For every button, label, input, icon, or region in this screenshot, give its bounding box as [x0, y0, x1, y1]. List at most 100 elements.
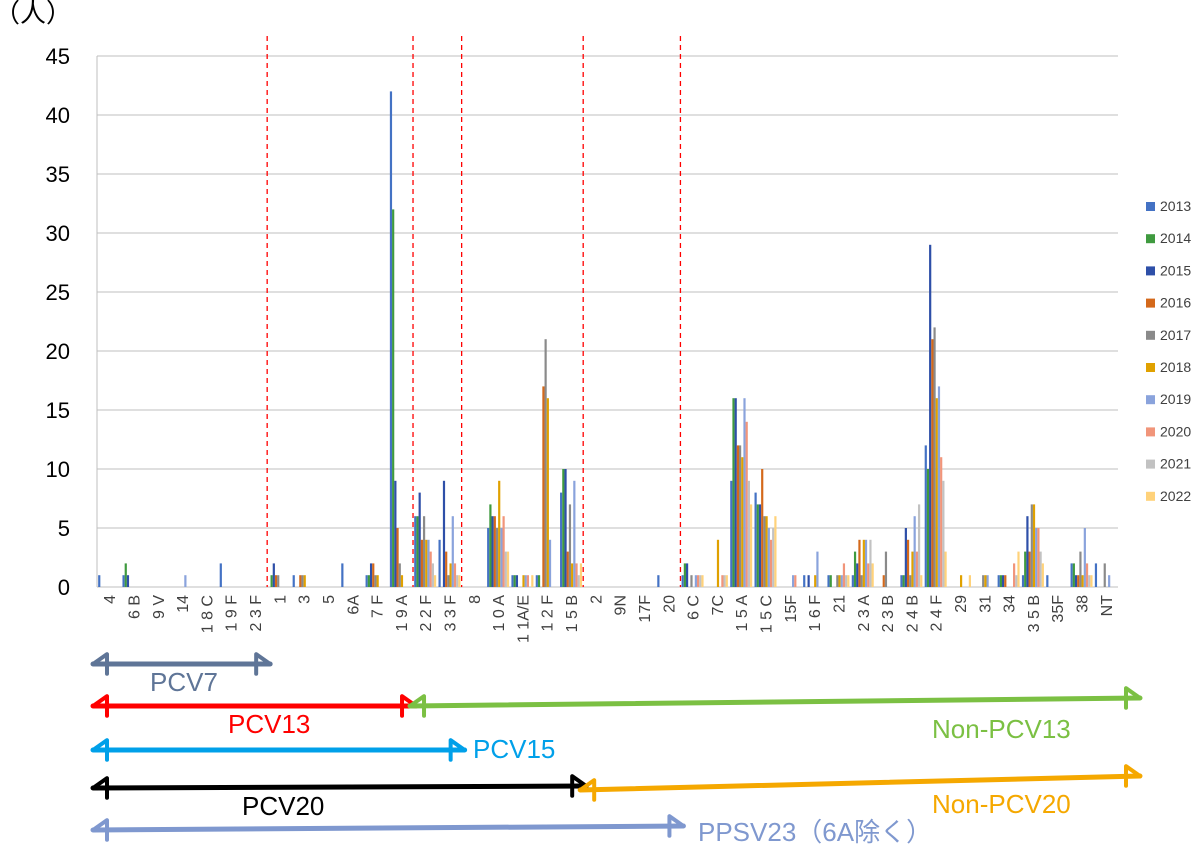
bar-2013-3: [292, 575, 295, 587]
legend-label: 2022: [1160, 488, 1191, 504]
arrow-head: [578, 778, 597, 802]
bar-2016-35B: [1028, 551, 1031, 587]
bar-2021-15A: [747, 480, 750, 587]
bar-2022-15B: [579, 563, 583, 587]
bar-2021-15B: [577, 575, 580, 587]
bar-2022-23A: [871, 563, 874, 587]
bar-2014-35B: [1024, 551, 1027, 587]
bar-2013-11A/E: [511, 575, 514, 587]
bar-2015-10A: [491, 516, 494, 587]
bar-2013-19A: [389, 91, 393, 588]
bar-2015-24B: [904, 528, 907, 587]
bar-2019-24B: [913, 516, 916, 587]
arrow-head: [254, 652, 273, 676]
bar-2017-10A: [495, 528, 499, 587]
bar-2013-19F: [219, 563, 222, 587]
bar-2015-38: [1074, 575, 1078, 587]
bar-2018-15B: [571, 563, 574, 587]
coverage-arrow-line: [577, 773, 1143, 793]
bar-2021-23A: [869, 539, 872, 587]
x-tick-label: 4: [102, 595, 119, 604]
bar-2013-4: [98, 575, 101, 587]
bar-2022-21: [847, 575, 850, 587]
bar-2022-7C: [725, 575, 728, 587]
bar-2020-23A: [867, 563, 870, 587]
bar-2019-16F: [816, 551, 819, 587]
bar-2020-33F: [453, 563, 457, 587]
bar-2016-3: [299, 575, 302, 587]
bar-2019-23A: [864, 539, 868, 587]
coverage-label-non-pcv13: Non-PCV13: [932, 714, 1071, 744]
bar-2021-21: [845, 575, 848, 587]
bar-2017-22F: [422, 516, 426, 587]
bar-2015-24F: [929, 244, 932, 588]
bar-2017-15A: [739, 445, 742, 587]
bar-2016-24B: [906, 539, 910, 587]
bar-2022-35B: [1041, 563, 1044, 587]
bar-2013-24F: [924, 445, 927, 587]
bar-2019-12F: [548, 539, 552, 587]
bar-2017-3: [301, 575, 304, 587]
bar-2019-33F: [451, 516, 454, 587]
x-tick-label: 5: [321, 595, 338, 604]
bar-2022-6C: [701, 575, 704, 587]
y-tick-label: 0: [58, 575, 70, 600]
legend-label: 2019: [1160, 391, 1191, 407]
bar-2013-38: [1070, 563, 1073, 587]
bar-2018-15C: [765, 516, 768, 587]
bar-2018-19A: [400, 575, 404, 587]
coverage-label-pcv13: PCV13: [228, 709, 311, 739]
arrow-head: [91, 738, 109, 762]
bar-2020-22F: [429, 551, 432, 587]
x-tick-label: 3: [297, 595, 314, 604]
legend-label: 2013: [1160, 198, 1191, 214]
bar-2021-7C: [723, 575, 726, 587]
legend-swatch: [1146, 491, 1155, 501]
legend-label: 2016: [1160, 295, 1191, 311]
bar-2019-10A: [500, 528, 503, 587]
bar-2015-15C: [758, 504, 762, 587]
y-tick-label: 40: [46, 103, 70, 128]
bar-2017-21: [836, 575, 839, 587]
x-tick-label: NT: [1099, 595, 1116, 617]
bar-2017-6C: [690, 575, 693, 587]
bar-2016-22F: [420, 539, 423, 587]
bar-2021-22F: [431, 563, 434, 587]
legend-swatch: [1146, 427, 1155, 437]
x-tick-label: 2 3 B: [880, 595, 897, 632]
legend: 2013 2014 2015 2016 2017 2018 2019 2020 2021 2022: [1146, 198, 1191, 504]
bar-2015-19A: [394, 480, 397, 587]
bar-2015-15B: [564, 469, 567, 587]
bar-2016-24F: [931, 339, 934, 587]
bar-2020-35B: [1037, 528, 1040, 587]
x-tick-label: 8: [467, 595, 484, 604]
x-tick-label: 1 6 F: [807, 595, 824, 632]
legend-label: 2017: [1160, 327, 1191, 343]
bar-2021-24F: [942, 480, 945, 587]
x-tick-label: 1 5 A: [734, 595, 751, 632]
bar-2021-24B: [917, 504, 921, 587]
bar-2013-15C: [754, 492, 757, 587]
coverage-arrow-line: [90, 783, 589, 791]
bar-2013-35F: [1046, 575, 1049, 587]
bar-2019-15B: [573, 480, 576, 587]
arrow-head: [448, 738, 467, 762]
bar-2015-33F: [442, 480, 446, 587]
bar-2017-38: [1079, 551, 1082, 587]
bar-2020-6C: [696, 575, 700, 587]
bar-2017-19A: [398, 563, 401, 587]
bar-2016-15B: [566, 551, 569, 587]
coverage-arrow-line: [90, 823, 686, 833]
x-tick-label: 6A: [345, 595, 362, 615]
bar-2015-7F: [369, 563, 373, 587]
bar-2013-6A: [341, 563, 344, 587]
bar-2018-16F: [814, 575, 817, 587]
bar-2019-35B: [1035, 528, 1038, 587]
bar-2017-24F: [933, 327, 936, 587]
x-tick-label: 35F: [1050, 595, 1067, 623]
bar-2017-33F: [447, 575, 450, 587]
x-tick-label: 17F: [637, 595, 654, 623]
bar-2014-15A: [732, 398, 735, 587]
group-boundaries: [266, 36, 682, 587]
bar-2018-35B: [1032, 504, 1036, 587]
